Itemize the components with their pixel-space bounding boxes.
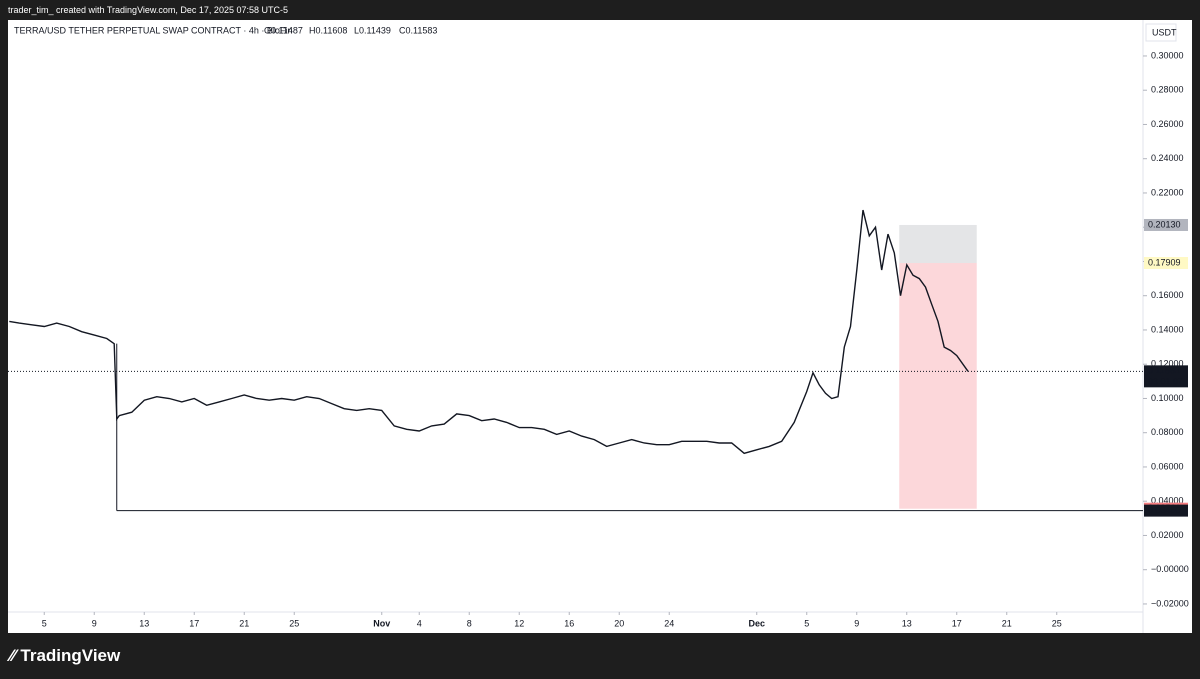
symbol: TERRA/USD TETHER PERPETUAL SWAP CONTRACT… xyxy=(14,25,292,35)
axis-tag-bg xyxy=(1144,257,1188,270)
axis-tag: 0.20130 xyxy=(1148,219,1181,229)
y-tick-label: 0.16000 xyxy=(1151,290,1184,300)
brand: ⁄⁄ TradingView xyxy=(10,646,121,665)
axis-tag: 0.03450 xyxy=(1148,505,1181,515)
x-tick-label: 25 xyxy=(289,618,299,628)
axis-tag-bg xyxy=(1144,218,1188,231)
currency-box xyxy=(1145,23,1177,42)
y-tick-label: 0.04000 xyxy=(1151,496,1184,506)
x-tick-label: 24 xyxy=(664,618,674,628)
currency: USDT xyxy=(1152,27,1177,37)
x-tick-label: 4 xyxy=(417,618,422,628)
x-tick-label: 17 xyxy=(189,618,199,628)
y-tick-label: 0.24000 xyxy=(1151,153,1184,163)
x-tick-label: 12 xyxy=(514,618,524,628)
chart-bg xyxy=(8,20,1192,633)
x-tick-label: 8 xyxy=(467,618,472,628)
x-tick-label: 21 xyxy=(1002,618,1012,628)
y-tick-label: 0.08000 xyxy=(1151,427,1184,437)
ohlc-value: L0.11439 xyxy=(354,25,391,35)
y-tick-label: 0.22000 xyxy=(1151,187,1184,197)
axis-tag-bg xyxy=(1144,365,1188,388)
x-tick-label: 9 xyxy=(854,618,859,628)
y-tick-label: 0.10000 xyxy=(1151,393,1184,403)
ohlc: O0.11487 H0.11608 L0.11439 C0.11583 xyxy=(264,25,437,35)
byline: trader_tim_ created with TradingView.com… xyxy=(8,5,288,15)
x-tick-label: Nov xyxy=(373,618,390,628)
y-tick-label: 0.14000 xyxy=(1151,324,1184,334)
x-tick-label: 5 xyxy=(804,618,809,628)
x-tick-label: 13 xyxy=(139,618,149,628)
axis-tag: 0.17909 xyxy=(1148,257,1181,267)
x-tick-label: 13 xyxy=(902,618,912,628)
y-tick-label: 0.30000 xyxy=(1151,50,1184,60)
axis-tag: 0.11583 xyxy=(1148,366,1180,376)
target-zone xyxy=(899,263,977,509)
ohlc-value: O0.11487 xyxy=(264,25,303,35)
countdown: 03:01:07 xyxy=(1148,377,1183,387)
x-tick-label: 21 xyxy=(239,618,249,628)
ohlc-value: C0.11583 xyxy=(399,25,437,35)
y-tick-label: 0.02000 xyxy=(1151,530,1184,540)
y-tick-label: 0.12000 xyxy=(1151,359,1184,369)
x-tick-label: 17 xyxy=(952,618,962,628)
axis-tag-bg xyxy=(1144,504,1188,517)
y-tick-label: 0.28000 xyxy=(1151,85,1184,95)
brand-name: TradingView xyxy=(20,646,121,665)
y-tick-label: 0.26000 xyxy=(1151,119,1184,129)
x-tick-label: 20 xyxy=(614,618,624,628)
x-tick-label: 25 xyxy=(1052,618,1062,628)
y-tick-label: −0.02000 xyxy=(1151,598,1189,608)
x-tick-label: 5 xyxy=(42,618,47,628)
y-tick-label: −0.00000 xyxy=(1151,564,1189,574)
y-tick-label: 0.06000 xyxy=(1151,461,1184,471)
x-tick-label: 16 xyxy=(564,618,574,628)
ohlc-value: H0.11608 xyxy=(309,25,347,35)
stop-zone xyxy=(899,224,977,264)
x-tick-label: 9 xyxy=(92,618,97,628)
price-line xyxy=(9,209,969,455)
x-tick-label: Dec xyxy=(748,618,765,628)
